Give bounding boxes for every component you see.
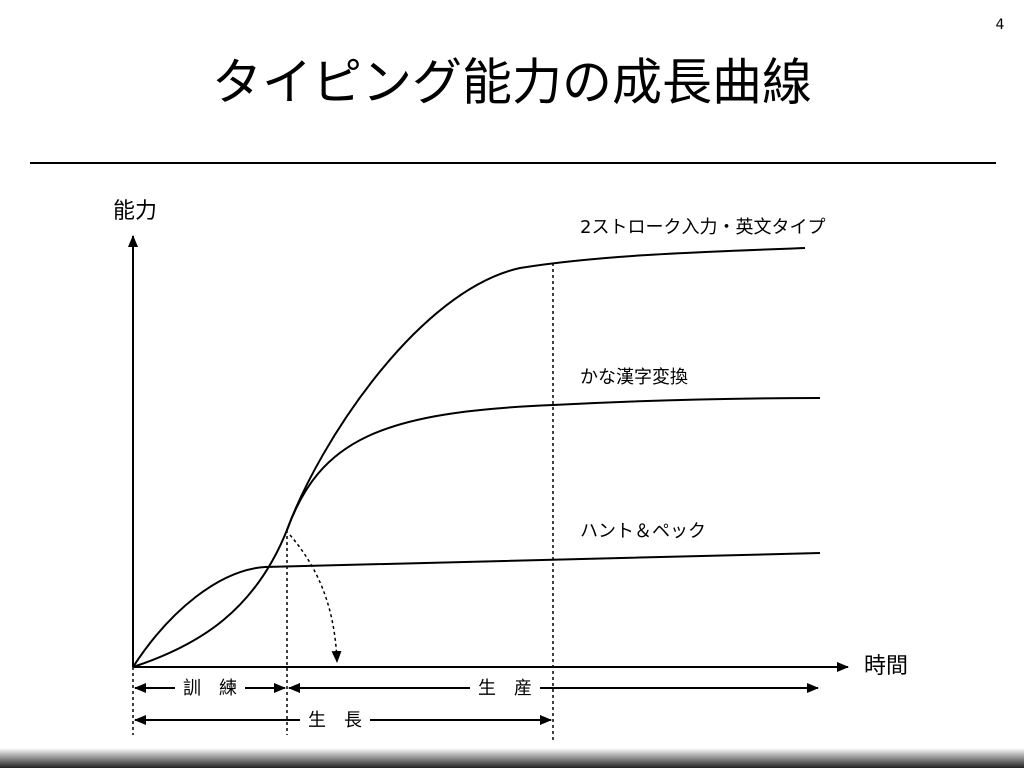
title: タイピング能力の成長曲線 [212,54,812,112]
transition-arrow [289,534,342,663]
curve-label: 2ストローク入力・英文タイプ [580,217,825,238]
x-axis-label: 時間 [864,654,908,679]
phase-label: 訓 練 [183,678,237,699]
slide-number: 4 [996,17,1005,33]
bottom-bar [0,748,1024,768]
curve-label: かな漢字変換 [580,367,688,388]
curve-label: ハント＆ペック [580,521,706,542]
curve-2stroke [132,247,806,668]
curve-hunt [132,552,821,668]
axes [128,235,849,672]
curve-kana [286,397,821,531]
phase-label: 生 長 [308,710,362,731]
curves [132,247,821,668]
guides [132,263,554,740]
phase-arrows [134,683,819,725]
y-axis-label: 能力 [113,199,157,224]
phase-label: 生 産 [478,678,532,699]
